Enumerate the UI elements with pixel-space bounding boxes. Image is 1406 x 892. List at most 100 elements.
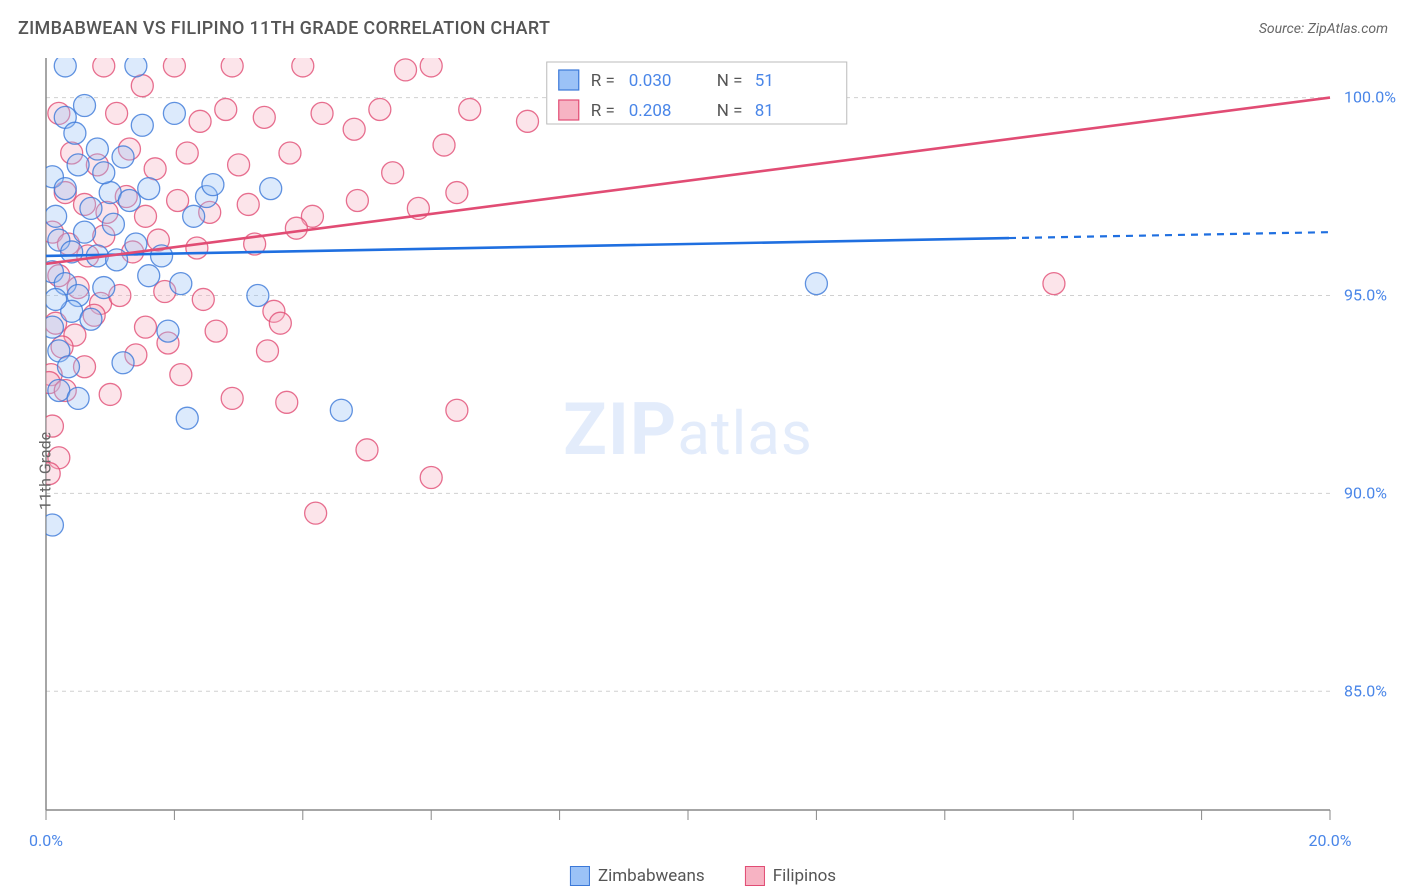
bottom-legend-item: Zimbabweans	[570, 866, 705, 886]
scatter-point	[369, 98, 391, 120]
legend-swatch	[559, 100, 579, 120]
scatter-point	[237, 193, 259, 215]
scatter-point	[176, 142, 198, 164]
scatter-point	[86, 138, 108, 160]
y-axis-label: 11th Grade	[36, 432, 55, 510]
scatter-point	[186, 237, 208, 259]
scatter-point	[54, 178, 76, 200]
scatter-point	[183, 205, 205, 227]
scatter-point	[420, 55, 442, 77]
scatter-point	[170, 273, 192, 295]
scatter-point	[138, 265, 160, 287]
legend-n-label: N =	[717, 101, 743, 121]
scatter-point	[805, 273, 827, 295]
scatter-point	[74, 94, 96, 116]
scatter-point	[80, 308, 102, 330]
scatter-point	[446, 399, 468, 421]
scatter-point	[221, 55, 243, 77]
scatter-point	[99, 383, 121, 405]
scatter-point	[1043, 273, 1065, 295]
scatter-point	[305, 502, 327, 524]
scatter-point	[346, 189, 368, 211]
y-tick-label: 100.0%	[1344, 88, 1396, 107]
scatter-point	[382, 162, 404, 184]
scatter-point	[80, 197, 102, 219]
trend-line-dashed	[1009, 232, 1330, 238]
bottom-legend: Zimbabweans Filipinos	[570, 866, 836, 886]
scatter-point	[192, 288, 214, 310]
scatter-point	[170, 364, 192, 386]
x-tick-label: 20.0%	[1309, 831, 1352, 850]
scatter-point	[167, 189, 189, 211]
scatter-point	[395, 59, 417, 81]
scatter-point	[163, 102, 185, 124]
scatter-point	[118, 189, 140, 211]
scatter-point	[67, 387, 89, 409]
scatter-point	[93, 55, 115, 77]
scatter-point	[54, 55, 76, 77]
scatter-point	[517, 110, 539, 132]
scatter-point	[189, 110, 211, 132]
scatter-point	[330, 399, 352, 421]
scatter-point	[41, 316, 63, 338]
scatter-point	[163, 55, 185, 77]
scatter-point	[343, 118, 365, 140]
scatter-point	[205, 320, 227, 342]
y-tick-label: 95.0%	[1344, 285, 1387, 304]
scatter-point	[93, 277, 115, 299]
scatter-point	[176, 407, 198, 429]
legend-r-value: 0.030	[629, 71, 672, 91]
chart-title: ZIMBABWEAN VS FILIPINO 11TH GRADE CORREL…	[18, 18, 550, 39]
legend-swatch	[559, 70, 579, 90]
scatter-point	[57, 356, 79, 378]
scatter-point	[93, 162, 115, 184]
watermark: ZIPatlas	[563, 387, 813, 472]
correlation-scatter-chart: 85.0%90.0%95.0%100.0%0.0%20.0%ZIPatlasR …	[0, 50, 1406, 892]
scatter-point	[45, 288, 67, 310]
scatter-point	[311, 102, 333, 124]
legend-n-value: 81	[755, 101, 774, 121]
scatter-point	[215, 98, 237, 120]
scatter-point	[138, 178, 160, 200]
legend-swatch	[570, 866, 590, 886]
legend-swatch	[745, 866, 765, 886]
scatter-point	[64, 122, 86, 144]
scatter-point	[420, 467, 442, 489]
scatter-point	[260, 178, 282, 200]
scatter-point	[433, 134, 455, 156]
scatter-point	[112, 146, 134, 168]
x-tick-label: 0.0%	[29, 831, 63, 850]
y-tick-label: 90.0%	[1344, 483, 1387, 502]
legend-r-label: R =	[591, 101, 615, 121]
scatter-point	[202, 174, 224, 196]
scatter-point	[131, 114, 153, 136]
scatter-point	[144, 158, 166, 180]
scatter-point	[221, 387, 243, 409]
scatter-point	[459, 98, 481, 120]
scatter-point	[125, 55, 147, 77]
scatter-point	[41, 514, 63, 536]
scatter-point	[356, 439, 378, 461]
scatter-point	[446, 182, 468, 204]
scatter-point	[106, 102, 128, 124]
scatter-point	[74, 221, 96, 243]
legend-n-label: N =	[717, 71, 743, 91]
scatter-point	[106, 249, 128, 271]
scatter-point	[131, 75, 153, 97]
scatter-point	[256, 340, 278, 362]
scatter-point	[135, 316, 157, 338]
legend-r-value: 0.208	[629, 101, 672, 121]
scatter-point	[247, 284, 269, 306]
scatter-point	[253, 106, 275, 128]
scatter-point	[292, 55, 314, 77]
scatter-point	[279, 142, 301, 164]
legend-label: Filipinos	[773, 866, 836, 886]
legend-label: Zimbabweans	[598, 866, 705, 886]
legend-r-label: R =	[591, 71, 615, 91]
scatter-point	[45, 205, 67, 227]
legend-n-value: 51	[755, 71, 774, 91]
scatter-point	[276, 391, 298, 413]
scatter-point	[112, 352, 134, 374]
scatter-point	[285, 217, 307, 239]
bottom-legend-item: Filipinos	[745, 866, 836, 886]
